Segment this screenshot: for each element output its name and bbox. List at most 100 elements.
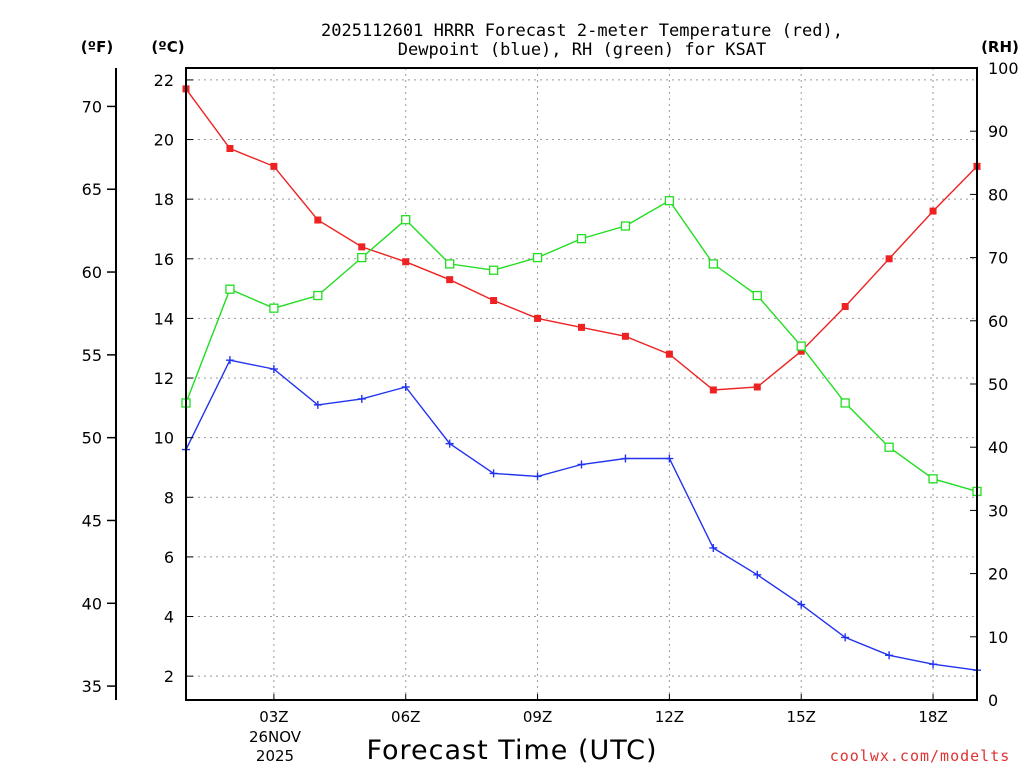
fahrenheit-unit-label: (ºF) [81,38,113,56]
chart-title-line2: Dewpoint (blue), RH (green) for KSAT [398,40,766,60]
celsius-tick-label: 2 [164,667,174,686]
temperature-point [797,347,805,355]
dewpoint-point [269,365,278,374]
temperature-point [314,216,322,224]
rh-tick-label: 100 [988,59,1019,78]
dewpoint-point [357,394,366,403]
temperature-point [929,207,937,215]
temperature-point [402,258,410,266]
x-tick-label: 18Z [918,708,947,726]
dewpoint-point [797,600,806,609]
rh-tick-label: 30 [988,501,1008,520]
rh-point [620,221,631,231]
rh-point [445,259,455,269]
dewpoint-point [401,382,410,391]
celsius-tick-label: 12 [154,369,174,388]
rh-tick-label: 10 [988,628,1008,647]
fahrenheit-tick-label: 70 [82,97,102,116]
rh-point [532,252,543,263]
x-tick-label: 15Z [787,708,816,726]
fahrenheit-tick-label: 40 [82,594,102,613]
rh-point [884,442,894,452]
temperature-point [621,332,629,340]
axes: 03Z 06Z 09Z 12Z 15Z 18Z 2 4 6 8 10 12 14 16 18 20 22 35 40… [82,59,1019,726]
dewpoint-point [841,633,850,642]
dewpoint-point [665,454,674,463]
rh-point [357,252,367,263]
temperature-point [358,243,366,251]
temperature-point [665,350,673,358]
dewpoint-point [885,651,894,660]
fahrenheit-tick-label: 60 [82,263,102,282]
rh-point [401,215,411,225]
celsius-tick-label: 20 [154,131,174,150]
rh-point [840,398,850,408]
dewpoint-point [709,543,718,552]
temperature-point [709,386,717,394]
dewpoint-point [753,570,762,579]
dewpoint-point [533,472,542,481]
dewpoint-line [185,359,978,671]
dewpoint-point [445,439,454,448]
rh-tick-label: 80 [988,185,1008,204]
rh-point [664,196,675,206]
rh-tick-label: 50 [988,375,1008,394]
rh-point [488,265,499,275]
temperature-point [841,302,849,310]
celsius-tick-label: 10 [154,429,174,448]
celsius-tick-label: 14 [154,309,174,328]
temperature-point [226,144,234,152]
fahrenheit-tick-label: 55 [82,346,102,365]
fahrenheit-tick-label: 50 [82,429,102,448]
x-tick-label: 06Z [391,708,420,726]
rh-point [269,303,279,313]
dewpoint-point [225,356,234,365]
celsius-tick-label: 18 [154,190,174,209]
dewpoint-point [929,660,938,669]
rh-point [796,341,806,351]
chart-title-line1: 2025112601 HRRR Forecast 2-meter Tempera… [321,21,843,41]
rh-point [313,290,323,301]
date-label-day: 26NOV [249,728,302,746]
rh-tick-label: 20 [988,565,1008,584]
temperature-point [490,297,498,305]
plot-frame [185,67,978,701]
dewpoint-point [489,469,498,478]
celsius-tick-label: 22 [154,71,174,90]
x-tick-label: 09Z [523,708,552,726]
rh-point [708,259,718,269]
x-tick-label: 03Z [259,708,288,726]
temperature-point [534,314,542,322]
temperature-point [578,323,585,331]
rh-point [576,233,587,244]
rh-tick-label: 60 [988,312,1008,331]
celsius-unit-label: (ºC) [151,38,184,56]
celsius-tick-label: 8 [164,488,174,507]
x-tick-label: 12Z [655,708,684,726]
temperature-point [885,255,893,263]
dewpoint-point [621,454,630,463]
celsius-tick-label: 4 [164,608,174,627]
celsius-tick-label: 6 [164,548,174,567]
date-label-year: 2025 [256,747,294,765]
rh-tick-label: 40 [988,438,1008,457]
grid [186,68,977,700]
temperature-point [270,162,278,170]
rh-point [752,290,762,301]
celsius-tick-label: 16 [154,250,174,269]
fahrenheit-tick-label: 65 [82,180,102,199]
fahrenheit-tick-label: 35 [82,677,102,696]
rh-unit-label: (RH) [981,38,1019,56]
rh-tick-label: 70 [988,249,1008,268]
rh-tick-label: 90 [988,122,1008,141]
x-axis-title: Forecast Time (UTC) [366,735,657,766]
dewpoint-point [577,460,586,469]
rh-line [185,199,978,493]
rh-point [928,474,938,484]
fahrenheit-tick-label: 45 [82,511,102,530]
series-layer [181,85,982,675]
dewpoint-point [313,400,322,409]
watermark: coolwx.com/modelts [830,747,1011,765]
rh-point [225,284,235,294]
